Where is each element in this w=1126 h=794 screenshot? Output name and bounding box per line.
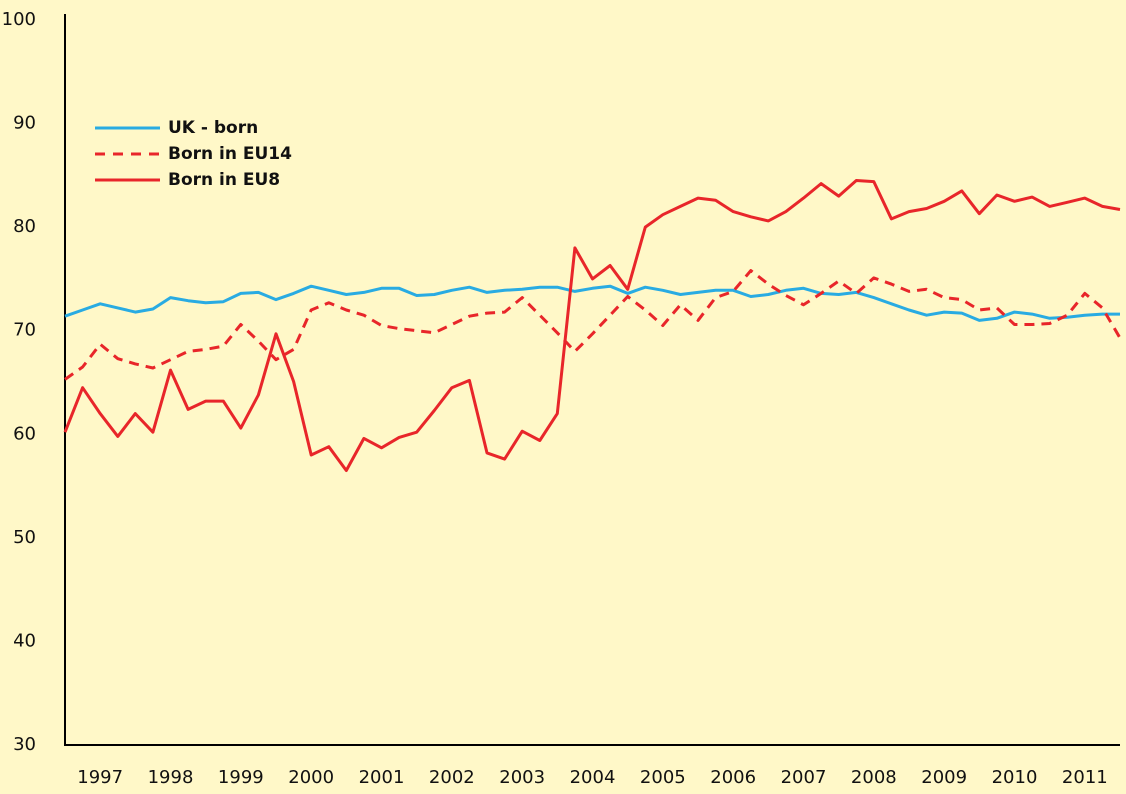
y-tick-label: 70 [13, 320, 36, 341]
x-tick-label: 2001 [359, 767, 405, 788]
y-tick-label: 50 [13, 527, 36, 548]
y-tick-label: 80 [13, 216, 36, 237]
x-tick-label: 2009 [921, 767, 967, 788]
x-tick-label: 2008 [851, 767, 897, 788]
x-tick-label: 2007 [781, 767, 827, 788]
y-tick-label: 40 [13, 630, 36, 651]
x-tick-label: 1997 [77, 767, 123, 788]
x-tick-label: 2004 [570, 767, 616, 788]
x-tick-label: 2005 [640, 767, 686, 788]
legend-label: Born in EU8 [168, 170, 280, 190]
series-line [64, 269, 1122, 381]
y-tick-label: 100 [2, 9, 36, 30]
x-tick-label: 2011 [1062, 767, 1108, 788]
x-tick-label: 2010 [992, 767, 1038, 788]
x-tick-label: 1998 [148, 767, 194, 788]
y-tick-label: 90 [13, 113, 36, 134]
x-tick-label: 2003 [499, 767, 545, 788]
x-tick-label: 1999 [218, 767, 264, 788]
series-line [64, 284, 1120, 322]
series-line [63, 179, 1121, 472]
x-tick-label: 2002 [429, 767, 475, 788]
y-tick-label: 60 [13, 423, 36, 444]
legend-label: Born in EU14 [168, 144, 292, 164]
legend-label: UK - born [168, 118, 258, 138]
x-tick-label: 2006 [710, 767, 756, 788]
x-tick-label: 2000 [288, 767, 334, 788]
y-tick-label: 30 [13, 734, 36, 755]
